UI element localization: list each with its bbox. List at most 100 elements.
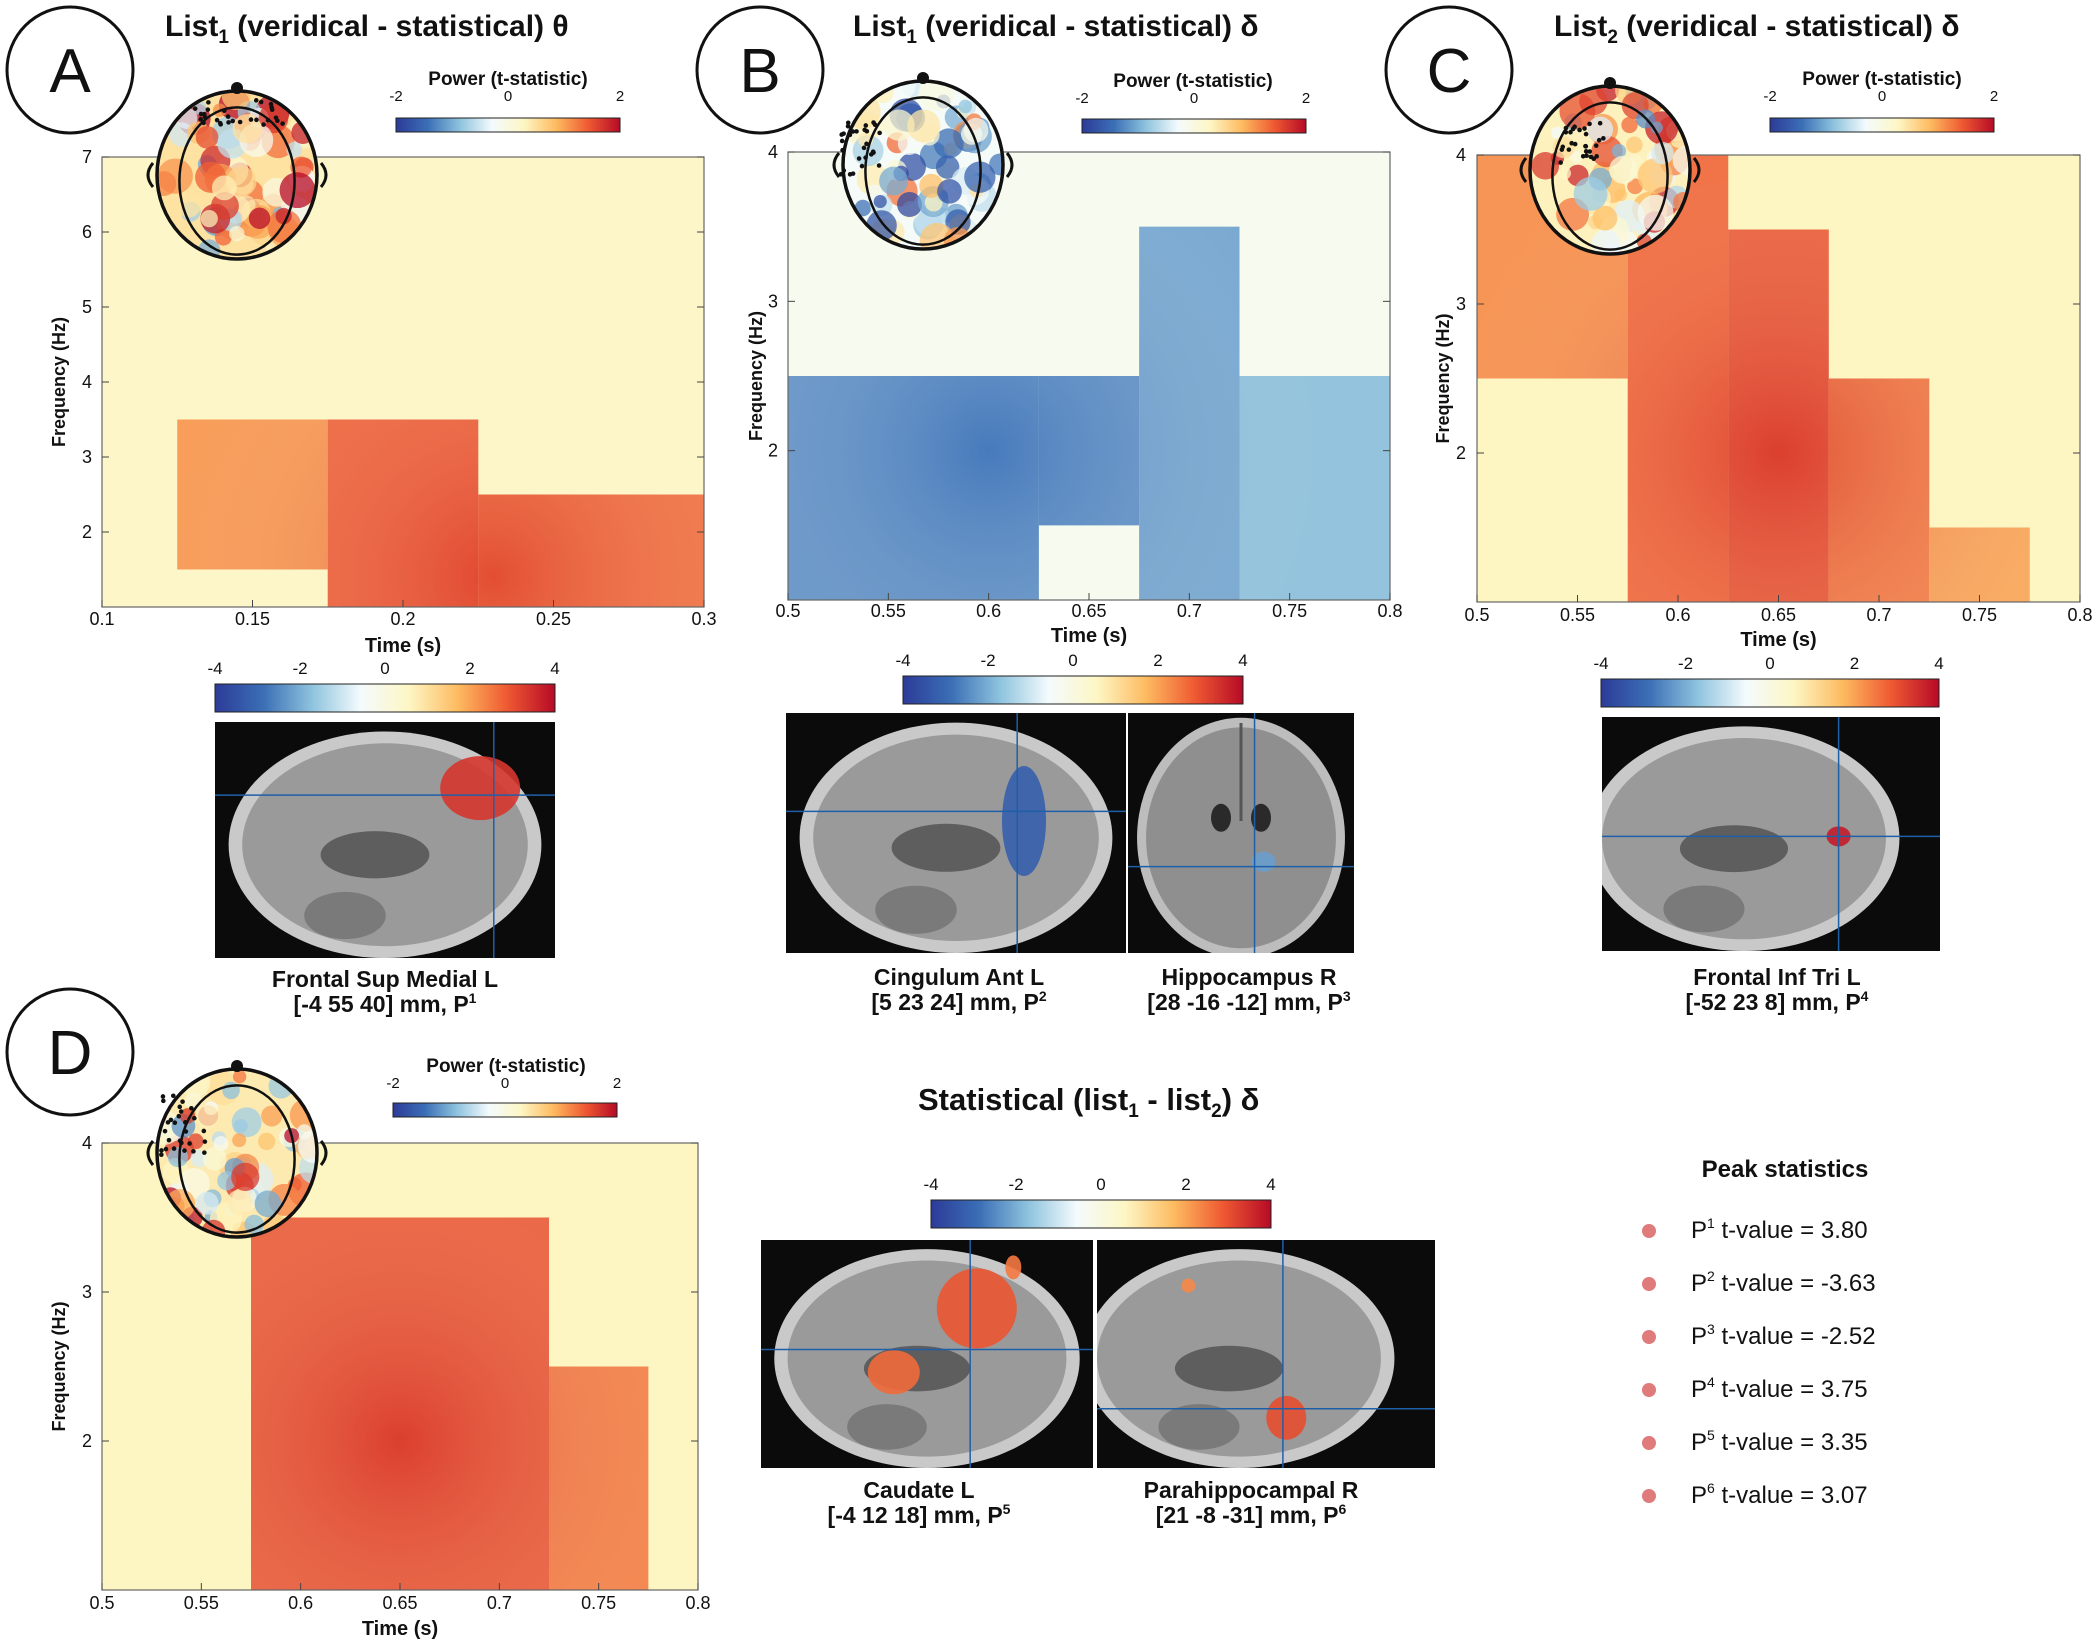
peak-statistics-row: P4 t-value = 3.75 <box>1642 1374 1868 1403</box>
topo-sensor <box>201 1128 207 1134</box>
x-tick-label: 0.55 <box>184 1593 219 1613</box>
topo-sensor <box>1601 136 1606 141</box>
topo-blob <box>175 191 202 218</box>
topo-colorbar: -2 0 2 <box>389 88 624 133</box>
colorbar-tick-label: 0 <box>1096 1175 1105 1194</box>
topo-blob <box>229 225 245 242</box>
heatmap-cluster-shading <box>1828 378 1930 602</box>
topo-sensor <box>861 145 867 151</box>
brain-slice <box>215 722 555 958</box>
topo-blob <box>945 209 971 235</box>
topo-blob <box>201 1219 226 1237</box>
brain-slice <box>1097 1240 1435 1468</box>
source-caption-region: Frontal Sup Medial L <box>272 966 498 992</box>
topo-sensor <box>237 119 243 125</box>
slice-cerebellum <box>847 1404 927 1450</box>
topo-sensor <box>1560 144 1566 150</box>
slice-ventricle <box>1251 803 1271 832</box>
peak-statistics-title: Peak statistics <box>1702 1156 1869 1183</box>
colorbar-tick-label: 2 <box>1153 651 1162 670</box>
peak-marker <box>1642 1489 1656 1503</box>
activation-blob <box>1266 1395 1307 1440</box>
colorbar-tick-label: 0 <box>1190 90 1198 107</box>
panel-a-title: List1 (veridical - statistical) θ <box>165 10 569 48</box>
topo-sensor <box>172 1120 178 1126</box>
y-axis-label: Frequency (Hz) <box>49 1301 69 1431</box>
topo-sensor <box>180 1099 185 1104</box>
colorbar-gradient <box>395 117 621 133</box>
topo-sensor <box>850 129 856 134</box>
y-tick-label: 2 <box>768 441 778 461</box>
topo-sensor <box>160 1094 166 1099</box>
colorbar-tick-label: 0 <box>501 1075 509 1092</box>
topo-sensor <box>1597 120 1603 126</box>
colorbar-tick-label: 2 <box>616 88 624 105</box>
topo-sensor <box>1584 153 1589 159</box>
topo-sensor <box>226 120 231 125</box>
heatmap-cluster-shading <box>1139 226 1240 600</box>
peak-statistics-row: P1 t-value = 3.80 <box>1642 1215 1868 1244</box>
topo-sensor <box>202 1150 207 1155</box>
topo-colorbar: -2 0 2 <box>1763 88 1998 133</box>
topo-sensor <box>183 1129 189 1134</box>
topo-sensor <box>159 1148 164 1153</box>
y-tick-label: 2 <box>1456 443 1466 463</box>
colorbar-tick-label: 0 <box>1765 654 1774 673</box>
topo-blob <box>1570 150 1583 163</box>
peak-marker <box>1642 1436 1656 1450</box>
panel-c-title: List2 (veridical - statistical) δ <box>1554 10 1960 48</box>
brain-slice <box>1128 713 1354 953</box>
topo-sensor <box>192 106 198 111</box>
topo-blob <box>919 222 955 249</box>
topo-colorbar: -2 0 2 <box>1075 90 1310 134</box>
colorbar-tick-label: -2 <box>1678 654 1693 673</box>
x-tick-label: 0.7 <box>487 1593 512 1613</box>
topo-blob <box>211 192 239 220</box>
brain-colorbar: -4 -2 0 2 4 <box>207 659 560 713</box>
topo-sensor <box>872 122 878 127</box>
slice-corpus <box>320 831 430 879</box>
brain-colorbar: -4 -2 0 2 4 <box>923 1175 1276 1229</box>
x-tick-label: 0.6 <box>976 601 1001 621</box>
x-tick-label: 0.5 <box>775 601 800 621</box>
topo-ear-left <box>146 1140 155 1166</box>
heatmap-cluster-shading <box>1239 376 1390 600</box>
colorbar-tick-label: 2 <box>1181 1175 1190 1194</box>
topo-blob <box>200 209 218 228</box>
peak-statistic-text: P1 t-value = 3.80 <box>1691 1215 1868 1244</box>
colorbar-tick-label: -4 <box>207 659 222 678</box>
colorbar-tick-label: 2 <box>613 1075 621 1092</box>
colorbar-tick-label: -4 <box>895 651 910 670</box>
svg-text:D: D <box>48 1019 93 1088</box>
topo-sensor <box>1582 126 1587 131</box>
y-tick-label: 3 <box>1456 294 1466 314</box>
topo-sensor <box>177 1104 183 1110</box>
topo-blob <box>258 103 289 134</box>
peak-marker <box>1642 1224 1656 1238</box>
brain-colorbar: -4 -2 0 2 4 <box>895 651 1248 705</box>
topo-sensor <box>198 111 204 117</box>
topo-blob <box>924 193 943 212</box>
topo-sensor <box>191 1149 196 1154</box>
topo-ear-right <box>1005 152 1014 178</box>
topo-sensor <box>1587 121 1592 127</box>
slice-cerebellum <box>1663 885 1745 933</box>
topo-sensor <box>850 171 856 176</box>
peak-marker <box>1642 1330 1656 1344</box>
colorbar-tick-label: 2 <box>1302 90 1310 107</box>
colorbar-gradient <box>1600 678 1940 708</box>
x-tick-label: 0.5 <box>1464 605 1489 625</box>
y-tick-label: 5 <box>82 297 92 317</box>
slice-corpus <box>1679 825 1789 873</box>
topo-cbar-label-b: Power (t-statistic) <box>1113 71 1272 92</box>
colorbar-tick-label: -2 <box>980 651 995 670</box>
x-tick-label: 0.3 <box>691 609 716 629</box>
topo-sensor <box>205 107 211 112</box>
topo-ear-right <box>319 1140 328 1166</box>
slice-ventricle <box>1211 803 1231 832</box>
topo-sensor <box>254 117 259 123</box>
colorbar-tick-label: -4 <box>923 1175 938 1194</box>
topo-sensor <box>166 1137 172 1143</box>
colorbar-tick-label: 4 <box>550 659 559 678</box>
